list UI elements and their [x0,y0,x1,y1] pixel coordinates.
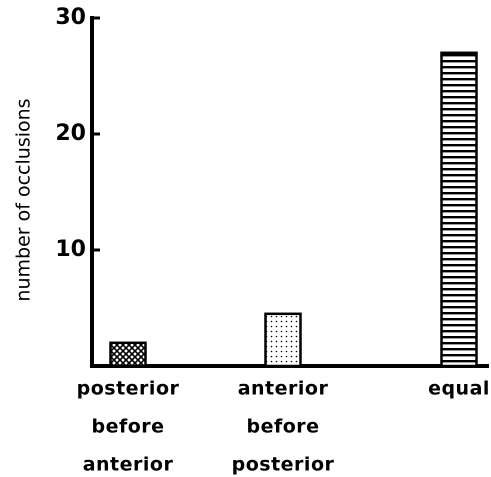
y-axis-label: number of occlusions [13,98,35,301]
bar [440,51,478,368]
x-tick-label: before [91,416,164,438]
x-tick-label: posterior [77,378,180,400]
y-tick-label: 10 [55,237,86,262]
x-tick-label: anterior [83,454,174,476]
bar [109,341,147,368]
x-tick-label: before [246,416,319,438]
x-tick-label: posterior [232,454,335,476]
bar [264,312,302,368]
y-tick-label: 20 [55,121,86,146]
x-tick-label: equal [428,378,490,400]
x-tick-label: anterior [238,378,329,400]
y-tick-label: 30 [55,5,86,30]
